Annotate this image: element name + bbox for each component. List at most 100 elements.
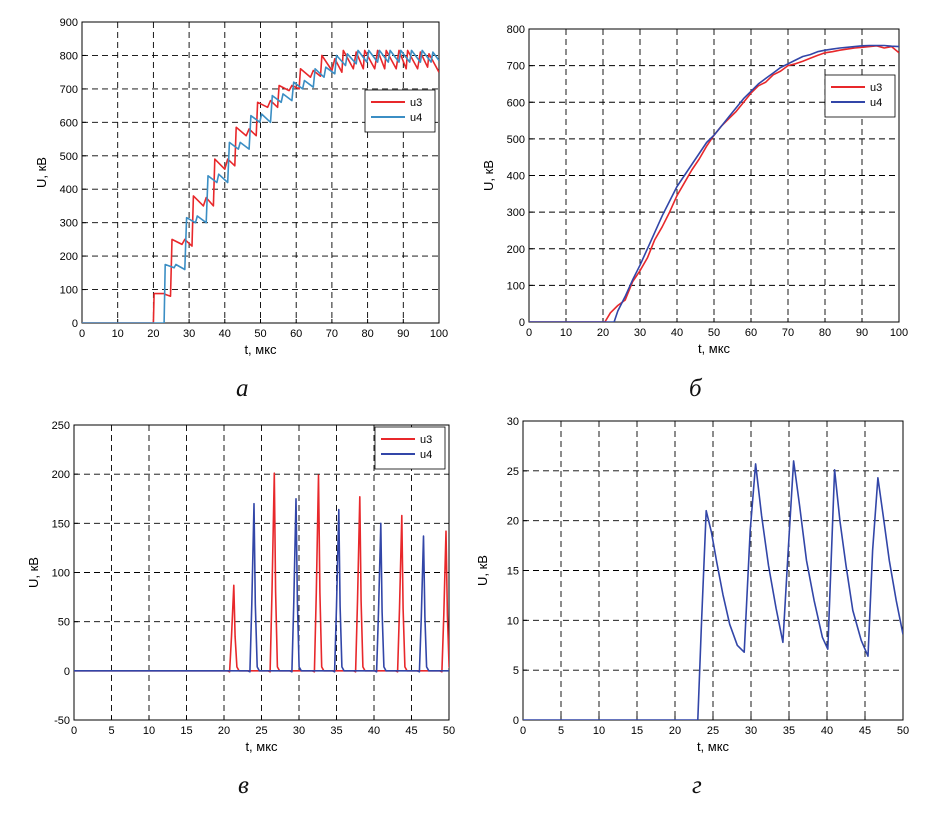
x-tick-label: 0: [520, 725, 526, 737]
y-tick-label: 100: [507, 280, 525, 292]
x-axis-label: t, мкс: [245, 739, 278, 754]
legend-label: u3: [870, 82, 882, 94]
x-tick-label: 30: [634, 327, 646, 339]
y-tick-label: 900: [60, 17, 78, 29]
y-tick-label: 400: [507, 171, 525, 183]
legend-label: u3: [410, 97, 422, 109]
y-tick-label: 200: [60, 251, 78, 263]
chart-panel-3: 0 5 10 15 20 25 30 35 40 45 50 0 5 10 15 20 25 30 t, мкс U,…: [475, 416, 909, 754]
x-tick-label: 70: [326, 328, 338, 340]
x-tick-label: 40: [821, 725, 833, 737]
y-tick-label: 0: [513, 715, 519, 727]
chart-panel-2: 0 5 10 15 20 25 30 35 40 45 50-50050100150200250t,…: [26, 420, 455, 754]
x-tick-label: 10: [112, 328, 124, 340]
x-tick-label: 80: [361, 328, 373, 340]
y-axis-label: U, кВ: [34, 157, 49, 188]
x-tick-label: 35: [783, 725, 795, 737]
x-tick-label: 10: [560, 327, 572, 339]
y-tick-label: 20: [507, 516, 519, 528]
x-tick-label: 80: [819, 327, 831, 339]
y-tick-label: 600: [60, 117, 78, 129]
y-tick-label: 5: [513, 665, 519, 677]
y-tick-label: 700: [507, 61, 525, 73]
caption-g: г: [692, 772, 702, 799]
chart-panel-1: 0 10 20 30 40 50 60 70 80 90 100 0 100 200 300 400 500 60…: [481, 24, 908, 356]
y-tick-label: 400: [60, 184, 78, 196]
x-tick-label: 50: [708, 327, 720, 339]
x-tick-label: 35: [330, 725, 342, 737]
y-tick-label: 30: [507, 416, 519, 428]
x-tick-label: 20: [147, 328, 159, 340]
x-tick-label: 50: [897, 725, 909, 737]
caption-v: в: [238, 772, 249, 799]
series-line-u4: [82, 49, 439, 323]
x-tick-label: 0: [71, 725, 77, 737]
legend-label: u3: [420, 434, 432, 446]
y-tick-label: 500: [60, 151, 78, 163]
y-tick-label: 100: [52, 568, 70, 580]
x-axis-label: t, мкс: [697, 739, 730, 754]
legend-box: [824, 74, 896, 118]
x-tick-label: 45: [859, 725, 871, 737]
series-line-u4: [74, 497, 449, 673]
y-tick-label: 0: [72, 318, 78, 330]
y-tick-label: 0: [64, 666, 70, 678]
y-tick-label: 250: [52, 420, 70, 432]
legend-label: u4: [410, 112, 422, 124]
series-line-u4: [529, 44, 899, 322]
x-tick-label: 100: [890, 327, 908, 339]
y-tick-label: 200: [52, 469, 70, 481]
x-tick-label: 10: [143, 725, 155, 737]
chart-panel-0: 0 10 20 30 40 50 60 70 80 90 100 0 100 200 300 400 500 60…: [34, 17, 448, 357]
x-tick-label: 40: [671, 327, 683, 339]
y-tick-label: 25: [507, 466, 519, 478]
x-axis-label: t, мкс: [244, 342, 277, 357]
y-tick-label: 200: [507, 244, 525, 256]
x-tick-label: 50: [254, 328, 266, 340]
y-tick-label: 50: [58, 617, 70, 629]
x-tick-label: 60: [745, 327, 757, 339]
x-tick-label: 60: [290, 328, 302, 340]
x-tick-label: 20: [597, 327, 609, 339]
x-tick-label: 70: [782, 327, 794, 339]
y-axis-label: U, кВ: [481, 160, 496, 191]
x-tick-label: 45: [405, 725, 417, 737]
y-tick-label: -50: [54, 715, 70, 727]
x-tick-label: 100: [430, 328, 448, 340]
x-tick-label: 40: [368, 725, 380, 737]
legend-box: [364, 89, 436, 133]
y-axis-label: U, кВ: [26, 557, 41, 588]
y-axis-label: U, кВ: [475, 555, 490, 586]
x-tick-label: 90: [856, 327, 868, 339]
legend-box: [374, 426, 446, 470]
x-tick-label: 30: [183, 328, 195, 340]
legend-label: u4: [870, 97, 882, 109]
y-tick-label: 150: [52, 518, 70, 530]
y-tick-label: 15: [507, 566, 519, 578]
caption-a: а: [236, 375, 249, 402]
legend-label: u4: [420, 449, 432, 461]
x-tick-label: 30: [745, 725, 757, 737]
x-tick-label: 5: [108, 725, 114, 737]
x-tick-label: 15: [631, 725, 643, 737]
series-line-0: [523, 460, 903, 720]
x-tick-label: 90: [397, 328, 409, 340]
x-tick-label: 25: [255, 725, 267, 737]
y-tick-label: 600: [507, 97, 525, 109]
x-tick-label: 0: [79, 328, 85, 340]
y-tick-label: 300: [60, 218, 78, 230]
y-tick-label: 500: [507, 134, 525, 146]
x-tick-label: 25: [707, 725, 719, 737]
x-axis-label: t, мкс: [698, 341, 731, 356]
x-tick-label: 30: [293, 725, 305, 737]
y-tick-label: 300: [507, 207, 525, 219]
x-tick-label: 20: [669, 725, 681, 737]
x-tick-label: 0: [526, 327, 532, 339]
x-tick-label: 40: [219, 328, 231, 340]
x-tick-label: 15: [180, 725, 192, 737]
series-line-u3: [529, 44, 899, 322]
y-tick-label: 0: [519, 317, 525, 329]
x-tick-label: 50: [443, 725, 455, 737]
